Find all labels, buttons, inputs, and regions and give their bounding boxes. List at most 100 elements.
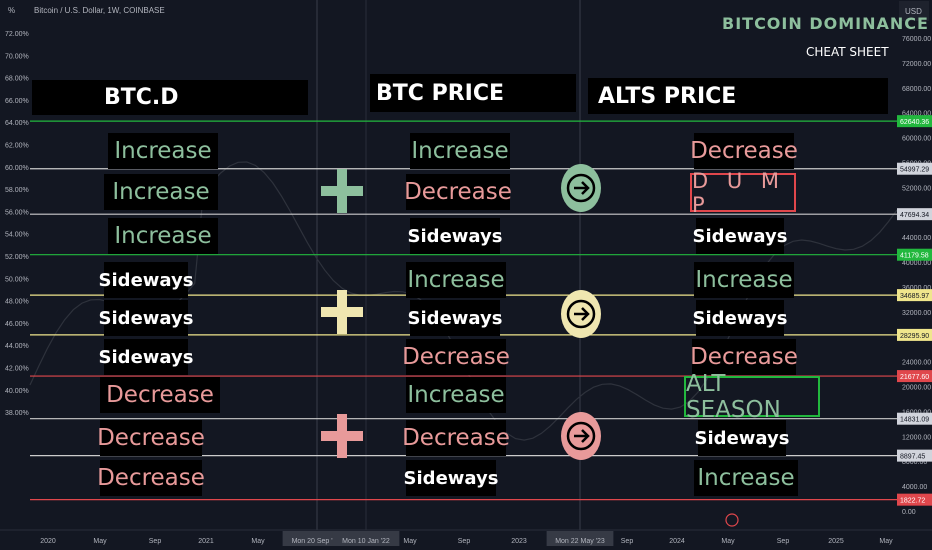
price-label-box	[897, 493, 932, 506]
x-axis-tick: Mon 20 Sep '21	[292, 538, 341, 545]
price-label-box	[897, 289, 932, 302]
price-label: 8897.45	[900, 454, 925, 461]
corner-left-label: %	[8, 6, 15, 15]
left-axis-tick: 42.00%	[5, 366, 29, 373]
right-axis-tick: 36000.00	[902, 285, 931, 292]
cell-btcd-row-3: Sideways	[99, 262, 193, 298]
left-axis-tick: 52.00%	[5, 254, 29, 261]
cell-btc-row-0: Increase	[410, 133, 510, 169]
cell-btcd-row-0: Increase	[108, 133, 218, 169]
left-axis-tick: 66.00%	[5, 98, 29, 105]
right-axis-tick: 52000.00	[902, 185, 931, 192]
right-axis-tick: 24000.00	[902, 360, 931, 367]
x-axis-tick: 2020	[40, 538, 56, 545]
x-axis-tick: Sep	[149, 538, 162, 545]
x-axis-tick: Mon 10 Jan '22	[342, 538, 390, 545]
price-label: 14831.09	[900, 417, 929, 424]
left-axis-tick: 38.00%	[5, 410, 29, 417]
right-axis-tick: 32000.00	[902, 310, 931, 317]
plus-icon	[337, 290, 347, 334]
price-label: 47694.34	[900, 212, 929, 219]
price-label: 54997.29	[900, 167, 929, 174]
plus-icon	[337, 169, 347, 213]
price-label-box	[897, 449, 932, 462]
x-axis-tick: May	[93, 538, 107, 545]
cell-btcd-row-6: Decrease	[100, 377, 220, 413]
price-label: 62640.36	[900, 119, 929, 126]
cell-alts-row-4: Sideways	[693, 300, 787, 336]
left-axis-tick: 64.00%	[5, 120, 29, 127]
left-axis-tick: 72.00%	[5, 31, 29, 38]
cell-btcd-row-8: Decrease	[97, 460, 205, 496]
right-axis-tick: 64000.00	[902, 111, 931, 118]
price-label: 21677.60	[900, 374, 929, 381]
x-axis-tick: May	[403, 538, 417, 545]
right-axis-tick: 76000.00	[902, 36, 931, 43]
arrow-right-circle-icon	[566, 299, 596, 329]
x-axis-tick: May	[879, 538, 893, 545]
price-label-box	[897, 248, 932, 261]
header-btcd-label: BTC.D	[104, 85, 179, 110]
cell-btcd-row-5: Sideways	[99, 339, 193, 375]
cell-btcd-row-2: Increase	[108, 218, 218, 254]
price-label-box	[897, 370, 932, 383]
price-label-box	[897, 208, 932, 221]
left-axis-tick: 60.00%	[5, 165, 29, 172]
cell-btc-row-2: Sideways	[408, 218, 502, 254]
cell-btcd-row-4: Sideways	[99, 300, 193, 336]
cheat-sheet-title: BITCOIN DOMINANCE	[722, 14, 929, 33]
arrow-right-circle-icon	[566, 421, 596, 451]
right-axis-tick: 40000.00	[902, 260, 931, 267]
x-axis-tick: 2021	[198, 538, 214, 545]
left-axis-tick: 56.00%	[5, 209, 29, 216]
lightning-icon	[725, 513, 739, 527]
right-axis-tick: 0.00	[902, 509, 916, 516]
cell-alts-row-7: Sideways	[695, 420, 789, 456]
right-axis-tick: 4000.00	[902, 484, 927, 491]
dump-badge: D U M P	[690, 169, 796, 217]
left-axis-tick: 46.00%	[5, 321, 29, 328]
cell-btc-row-4: Sideways	[408, 300, 502, 336]
right-axis-tick: 68000.00	[902, 86, 931, 93]
price-label-box	[897, 412, 932, 425]
left-axis-tick: 58.00%	[5, 187, 29, 194]
header-btcd: BTC.D	[32, 80, 308, 115]
x-axis-tick: 2024	[669, 538, 685, 545]
cell-btc-row-7: Decrease	[402, 420, 510, 456]
right-axis-tick: 72000.00	[902, 61, 931, 68]
arrow-right-circle-icon	[566, 173, 596, 203]
cell-btc-row-1: Decrease	[404, 174, 512, 210]
right-axis-tick: 8000.00	[902, 459, 927, 466]
alt-season-badge: ALT SEASON	[684, 371, 820, 423]
price-label: 1822.72	[900, 498, 925, 505]
corner-right-box	[899, 1, 929, 21]
cell-alts-row-0: Decrease	[690, 133, 798, 169]
left-axis-tick: 44.00%	[5, 343, 29, 350]
left-axis-tick: 54.00%	[5, 232, 29, 239]
header-alts-price: ALTS PRICE	[588, 78, 888, 114]
x-axis-tick: 2025	[828, 538, 844, 545]
left-axis-tick: 50.00%	[5, 276, 29, 283]
header-alts-label: ALTS PRICE	[598, 83, 737, 109]
x-axis-tick: 2023	[511, 538, 527, 545]
cell-alts-row-3: Increase	[694, 262, 794, 298]
left-axis-tick: 68.00%	[5, 76, 29, 83]
right-axis-tick: 44000.00	[902, 235, 931, 242]
arrow-right-circle-icon	[581, 429, 590, 443]
cell-alts-row-2: Sideways	[693, 218, 787, 254]
header-btc-price: BTC PRICE	[370, 74, 576, 112]
cheat-sheet-subtitle: CHEAT SHEET	[806, 45, 889, 59]
x-axis-tick: Mon 22 May '23	[555, 538, 605, 545]
right-axis-tick: 60000.00	[902, 136, 931, 143]
cell-alts-row-8: Increase	[694, 460, 798, 496]
symbol-title[interactable]: Bitcoin / U.S. Dollar, 1W, COINBASE	[34, 6, 165, 15]
cell-btc-row-3: Increase	[406, 262, 506, 298]
corner-right-label: USD	[905, 7, 922, 16]
price-label: 28295.90	[900, 333, 929, 340]
left-axis-tick: 48.00%	[5, 299, 29, 306]
x-axis-tick: Sep	[621, 538, 634, 545]
price-label: 41179.58	[900, 253, 929, 260]
arrow-right-circle-icon	[581, 307, 590, 321]
cell-btc-row-8: Sideways	[404, 460, 498, 496]
cell-btc-row-6: Increase	[406, 377, 506, 413]
